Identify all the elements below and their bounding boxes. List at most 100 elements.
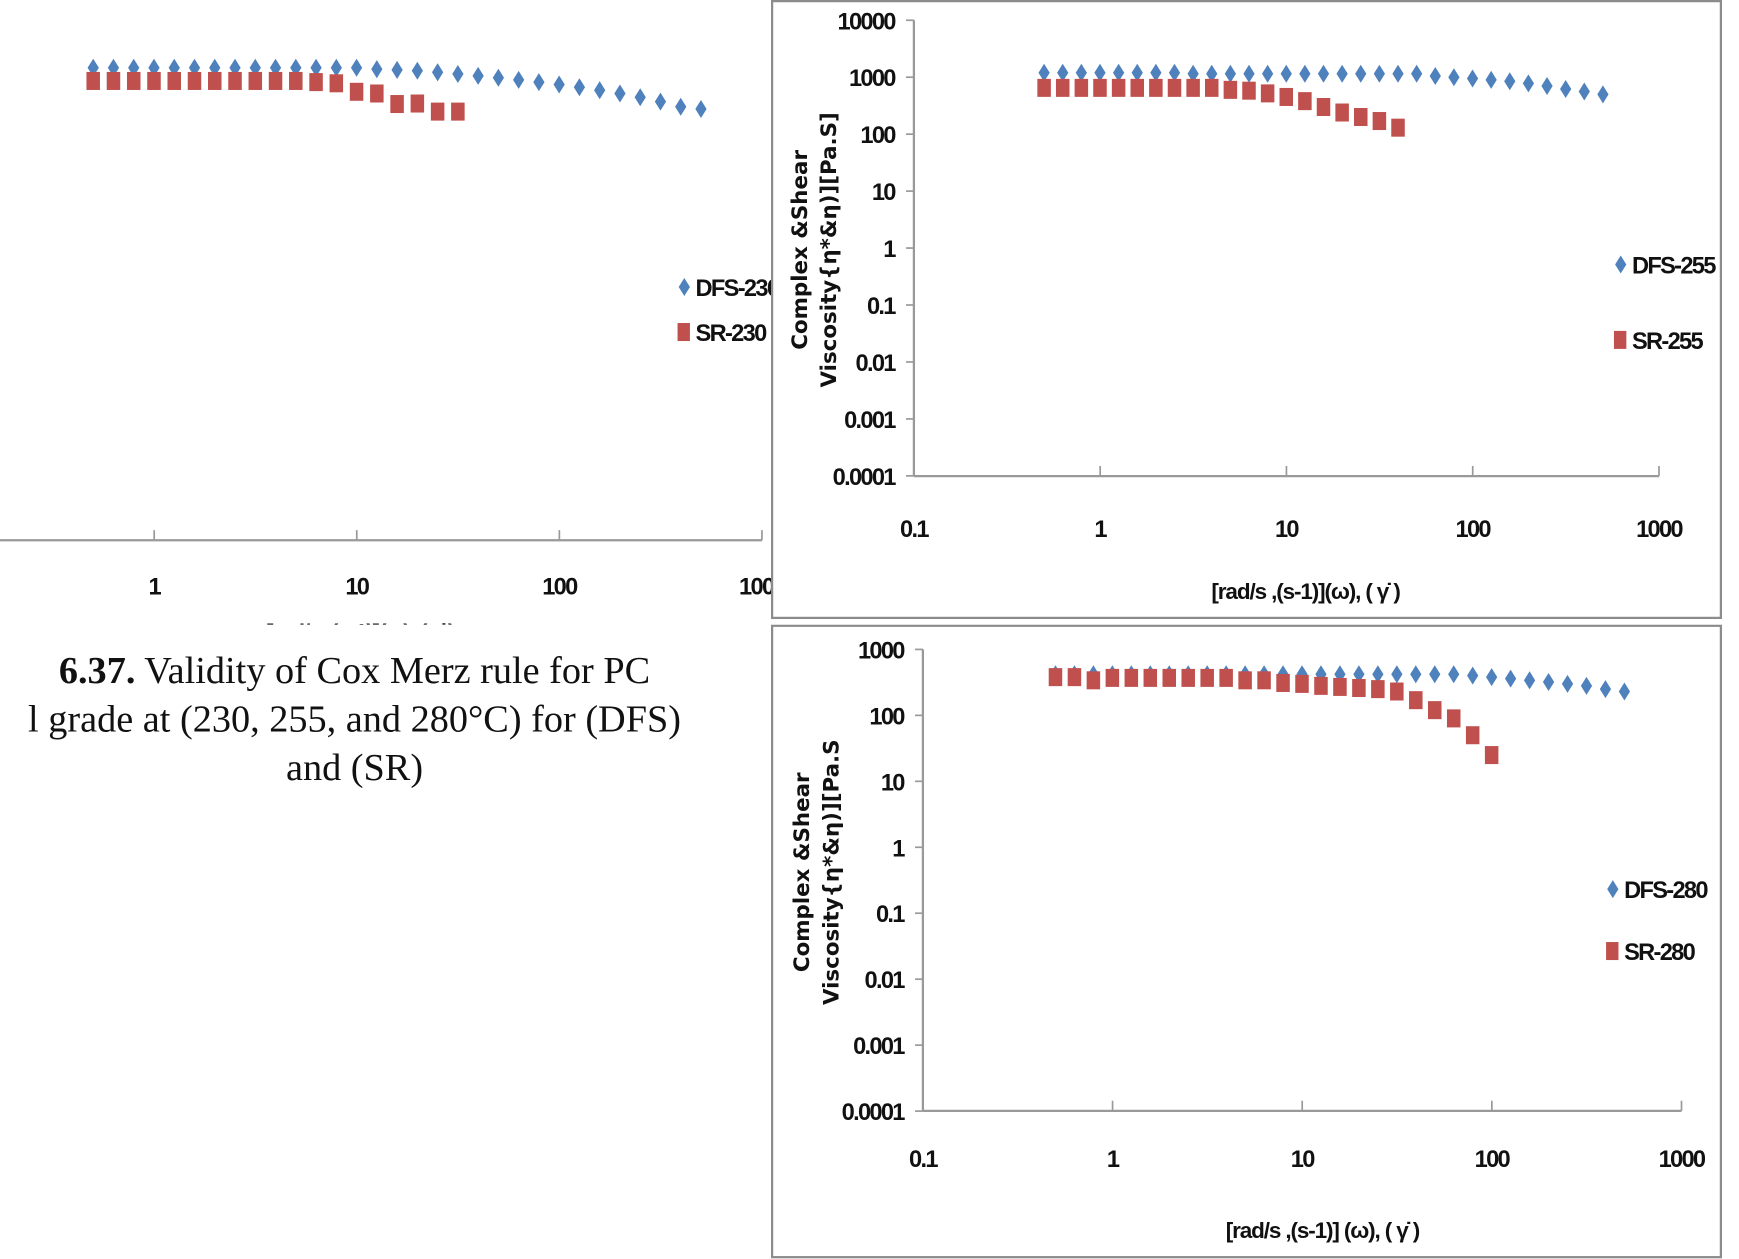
data-point-sr-280: [1181, 668, 1195, 687]
data-point-sr-280: [1067, 668, 1082, 687]
data-point-dfs-280: [1580, 676, 1593, 695]
caption-line-2: l grade at (230, 255, and 280°C) for (DF…: [28, 698, 682, 741]
data-point-sr-230: [451, 102, 465, 121]
data-point-dfs-230: [695, 100, 707, 119]
data-point-dfs-230: [614, 84, 626, 103]
data-point-dfs-255: [1373, 64, 1386, 83]
y-tick-label: 0.001: [844, 408, 896, 434]
data-point-dfs-255: [1262, 64, 1274, 83]
caption-line-3: and (SR): [285, 747, 424, 789]
x-tick-label: 0.1: [909, 1147, 938, 1173]
data-point-sr-280: [1314, 676, 1328, 695]
x-tick-label: 1000: [739, 574, 772, 600]
data-point-sr-230: [208, 71, 222, 90]
x-axis-title: [rad/s ,(s-1)](ω), ( γ̇ ): [1211, 579, 1400, 604]
data-point-dfs-230: [675, 97, 687, 116]
y-tick-label: 0.001: [853, 1034, 905, 1060]
data-point-dfs-280: [1542, 673, 1555, 692]
data-point-dfs-230: [654, 92, 667, 111]
data-point-sr-255: [1260, 84, 1275, 103]
data-point-dfs-255: [1317, 64, 1330, 83]
data-point-dfs-255: [1131, 63, 1143, 82]
data-point-dfs-230: [573, 78, 586, 97]
data-point-sr-255: [1149, 78, 1163, 97]
data-point-sr-280: [1219, 668, 1233, 687]
data-point-sr-280: [1333, 677, 1347, 696]
data-point-sr-230: [410, 94, 425, 113]
x-tick-label: 100: [542, 574, 578, 600]
x-tick-label: 0.1: [900, 517, 929, 543]
y-tick-label: 1: [892, 836, 905, 862]
figure-number: 6.37.: [58, 650, 136, 693]
data-point-dfs-280: [1429, 665, 1441, 684]
data-point-sr-255: [1335, 103, 1349, 122]
data-point-dfs-280: [1561, 674, 1574, 693]
y-tick-label: 1000: [849, 66, 896, 92]
chart-280: 0.1 1 10 100 1000 0.0001 0.001 0.01 0.1 1 10 100 100…: [770, 624, 1723, 1259]
data-point-dfs-255: [1392, 64, 1404, 83]
data-point-sr-255: [1055, 78, 1070, 97]
data-point-sr-280: [1143, 668, 1158, 687]
y-tick-label: 0.1: [867, 294, 896, 320]
data-point-sr-280: [1352, 678, 1366, 698]
legend-marker-dfs-255: [1615, 255, 1627, 274]
data-point-sr-255: [1111, 78, 1126, 97]
data-point-sr-230: [390, 95, 404, 114]
data-point-sr-255: [1242, 81, 1256, 100]
y-tick-label: 100: [869, 704, 905, 730]
data-point-sr-230: [248, 71, 263, 90]
caption-line-1: 6.37. Validity of Cox Merz rule for PC: [0, 647, 799, 695]
data-point-dfs-255: [1560, 80, 1572, 99]
data-point-sr-280: [1371, 680, 1385, 699]
y-tick-label: 0.0001: [833, 465, 897, 491]
data-point-dfs-230: [371, 60, 383, 79]
data-point-dfs-255: [1168, 63, 1181, 82]
data-point-dfs-230: [513, 70, 525, 89]
data-point-dfs-230: [431, 63, 444, 82]
y-tick-label: 0.01: [865, 968, 906, 994]
data-point-sr-280: [1409, 691, 1423, 710]
y-axis-title-line-1: Complex &Shear: [788, 150, 813, 350]
data-point-dfs-255: [1522, 74, 1535, 93]
data-point-sr-255: [1167, 78, 1182, 97]
data-point-sr-280: [1257, 671, 1271, 690]
data-point-dfs-230: [411, 61, 423, 80]
data-point-sr-230: [370, 84, 384, 103]
data-point-sr-280: [1465, 726, 1480, 745]
data-point-dfs-255: [1411, 64, 1423, 83]
data-point-sr-280: [1428, 701, 1442, 720]
data-point-sr-255: [1186, 78, 1200, 97]
data-point-dfs-230: [391, 60, 403, 79]
data-point-sr-255: [1093, 78, 1107, 97]
data-point-dfs-255: [1355, 64, 1367, 83]
caption-text-1: Validity of Cox Merz rule for PC: [144, 650, 651, 693]
data-point-sr-255: [1223, 80, 1238, 99]
data-point-dfs-255: [1299, 64, 1311, 83]
data-point-sr-255: [1037, 78, 1051, 97]
x-tick-label: 1: [1107, 1147, 1120, 1173]
data-point-dfs-280: [1523, 671, 1536, 690]
data-point-sr-230: [349, 82, 364, 101]
x-tick-label: 100: [1456, 517, 1492, 543]
data-point-dfs-280: [1599, 680, 1612, 699]
legend-marker-dfs-230: [678, 277, 690, 297]
data-point-sr-255: [1372, 112, 1387, 131]
data-point-dfs-280: [1486, 668, 1498, 687]
data-point-dfs-230: [553, 75, 565, 94]
data-point-sr-280: [1086, 671, 1101, 690]
data-point-dfs-255: [1243, 64, 1255, 83]
data-point-sr-280: [1276, 673, 1290, 692]
legend-label-dfs-255: DFS-255: [1632, 253, 1716, 279]
y-tick-label: 1000: [858, 638, 905, 664]
chart-255: 0.1 1 10 100 1000 0.0001 0.001 0.01 0.1 1 10 100 100…: [770, 0, 1723, 620]
data-point-sr-230: [268, 71, 283, 90]
y-tick-label: 0.0001: [842, 1100, 906, 1126]
y-tick-label: 10: [872, 180, 896, 206]
y-axis-title: Complex &Shear Viscosity{η*&η)][Pa.S]: [788, 112, 842, 387]
data-point-dfs-230: [452, 65, 464, 84]
x-tick-label: 1000: [1636, 517, 1683, 543]
data-point-sr-255: [1279, 87, 1294, 106]
data-point-sr-255: [1298, 92, 1312, 111]
data-point-dfs-280: [1410, 665, 1422, 684]
data-point-sr-280: [1105, 668, 1120, 687]
